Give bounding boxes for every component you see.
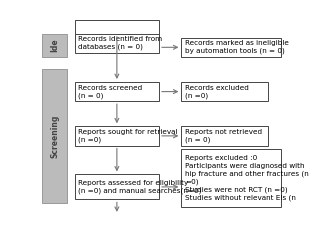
FancyBboxPatch shape (75, 82, 159, 101)
Text: Screening: Screening (50, 114, 60, 158)
Text: Reports assessed for eligibility
(n =0) and manual searches(n=0): Reports assessed for eligibility (n =0) … (78, 180, 202, 194)
FancyBboxPatch shape (181, 126, 268, 146)
FancyBboxPatch shape (181, 38, 281, 57)
FancyBboxPatch shape (181, 82, 268, 101)
FancyBboxPatch shape (181, 149, 281, 207)
FancyBboxPatch shape (75, 20, 159, 42)
Text: Records excluded
(n =0): Records excluded (n =0) (185, 84, 249, 98)
Text: Records identified from
databases (n = 0): Records identified from databases (n = 0… (78, 36, 163, 51)
Text: Records screened
(n = 0): Records screened (n = 0) (78, 84, 143, 98)
Text: Reports sought for retrieval
(n =0): Reports sought for retrieval (n =0) (78, 129, 178, 143)
Text: Reports not retrieved
(n = 0): Reports not retrieved (n = 0) (185, 129, 262, 143)
Text: Records marked as ineligible
by automation tools (n = 0): Records marked as ineligible by automati… (185, 40, 289, 54)
FancyBboxPatch shape (75, 174, 159, 200)
FancyBboxPatch shape (43, 68, 67, 203)
FancyBboxPatch shape (43, 34, 67, 57)
FancyBboxPatch shape (75, 34, 159, 53)
Text: Ide: Ide (50, 38, 60, 52)
FancyBboxPatch shape (75, 126, 159, 146)
Text: Reports excluded :0
Participants were diagnosed with
hip fracture and other frac: Reports excluded :0 Participants were di… (185, 156, 309, 201)
